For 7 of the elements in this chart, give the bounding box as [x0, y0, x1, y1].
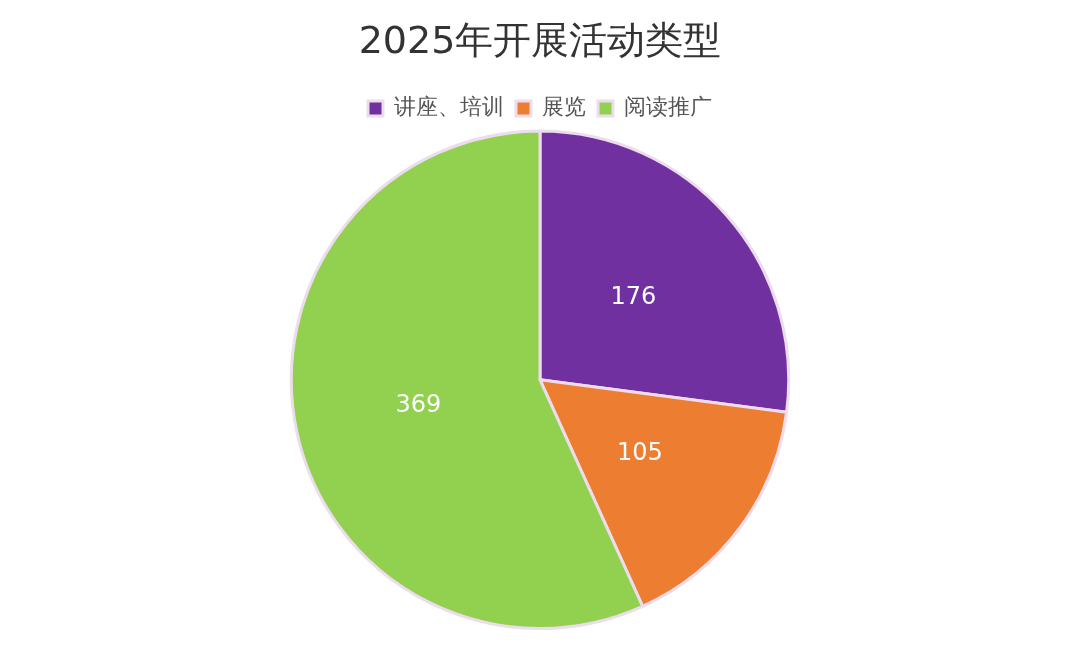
data-label: 105 — [616, 438, 663, 467]
legend-label: 讲座、培训 — [394, 94, 504, 120]
data-label: 369 — [395, 390, 442, 419]
legend-label: 展览 — [542, 94, 586, 120]
legend-label: 阅读推广 — [624, 94, 712, 120]
data-label: 176 — [610, 282, 657, 311]
chart-title: 2025年开展活动类型 — [358, 17, 722, 62]
